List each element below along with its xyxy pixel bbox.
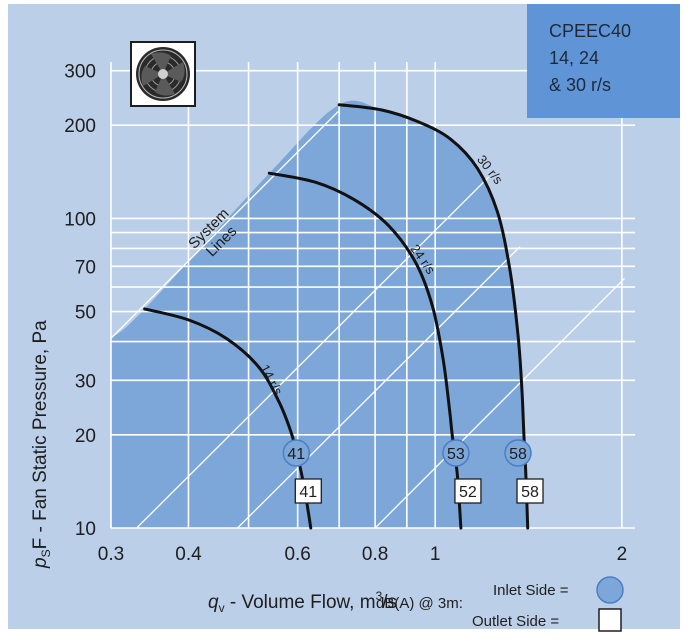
legend-prefix: dB(A) @ 3m: <box>376 595 463 612</box>
model-speeds: 14, 24 <box>549 48 599 68</box>
y-tick-label: 10 <box>75 519 96 540</box>
system-line <box>374 277 626 529</box>
y-tick-label: 200 <box>64 116 96 137</box>
x-tick-labels: 0.3 0.4 0.6 0.8 1 2 <box>98 544 627 565</box>
system-line <box>110 110 340 339</box>
model-speeds-cont: & 30 r/s <box>549 75 611 95</box>
outlet-noise-value: 41 <box>299 484 317 501</box>
legend-inlet-swatch <box>596 576 624 604</box>
x-tick-label: 0.3 <box>98 544 124 565</box>
x-tick-label: 0.4 <box>175 544 202 565</box>
inlet-noise-badge <box>504 439 532 467</box>
y-tick-label: 300 <box>64 62 96 83</box>
x-tick-label: 0.6 <box>284 544 310 565</box>
x-tick-label: 2 <box>617 544 628 565</box>
legend-outlet-label: Outlet Side = <box>472 613 559 630</box>
legend-outlet-swatch <box>598 608 622 632</box>
svg-text:pSF - Fan Static Pressure, Pa: pSF - Fan Static Pressure, Pa <box>30 320 53 569</box>
operating-area <box>111 100 528 528</box>
axial-fan-icon <box>130 41 196 107</box>
operating-area-fill <box>111 100 528 528</box>
outlet-noise-badge <box>294 478 322 504</box>
outlet-noise-value: 52 <box>459 484 477 501</box>
grid <box>110 62 635 529</box>
inlet-noise-value: 53 <box>447 446 465 463</box>
system-lines <box>110 110 626 529</box>
fan-curves: 14 r/s24 r/s30 r/s <box>143 103 530 530</box>
outlet-noise-value: 58 <box>521 484 539 501</box>
y-tick-label: 100 <box>64 209 96 230</box>
legend: dB(A) @ 3m: Inlet Side = Outlet Side = <box>376 576 624 632</box>
inlet-noise-badge <box>282 439 311 467</box>
system-line <box>136 176 490 529</box>
inlet-noise-value: 58 <box>509 446 527 463</box>
x-tick-label: 0.8 <box>362 544 388 565</box>
legend-inlet-label: Inlet Side = <box>493 582 569 599</box>
model-box: CPEEC40 14, 24 & 30 r/s <box>527 4 680 118</box>
y-tick-label: 30 <box>75 371 96 392</box>
outlet-noise-badge <box>516 478 544 504</box>
inlet-noise-value: 41 <box>287 446 305 463</box>
noise-badges: 41 41 53 52 58 58 <box>282 439 544 504</box>
y-axis-title: pSF - Fan Static Pressure, Pa <box>30 320 53 569</box>
model-name: CPEEC40 <box>549 21 631 41</box>
fan-curve-line <box>337 103 530 530</box>
inlet-noise-badge <box>442 439 470 467</box>
system-line <box>237 246 521 529</box>
x-axis-title: qv - Volume Flow, m3/s <box>208 589 397 615</box>
outlet-noise-badge <box>454 478 482 504</box>
y-tick-label: 70 <box>75 257 96 278</box>
y-tick-label: 50 <box>75 303 96 324</box>
x-tick-label: 1 <box>430 544 441 565</box>
y-tick-labels: 10 20 30 50 70 100 200 300 <box>64 62 96 540</box>
y-tick-label: 20 <box>75 426 96 447</box>
fan-curve-line <box>143 307 313 530</box>
